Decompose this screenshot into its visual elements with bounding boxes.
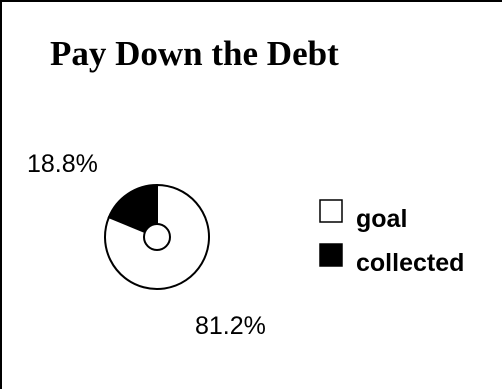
legend-swatch-collected (319, 243, 343, 267)
pie-slice-collected (107, 183, 158, 239)
legend-swatch-goal (319, 199, 343, 223)
legend-label-goal: goal (356, 205, 407, 233)
legend-label-collected: collected (356, 249, 464, 277)
donut-hole (143, 223, 171, 251)
legend: goal collected (319, 199, 464, 277)
data-label-goal: 81.2% (195, 312, 266, 340)
chart-title: Pay Down the Debt (50, 34, 339, 73)
data-label-collected: 18.8% (27, 150, 98, 178)
